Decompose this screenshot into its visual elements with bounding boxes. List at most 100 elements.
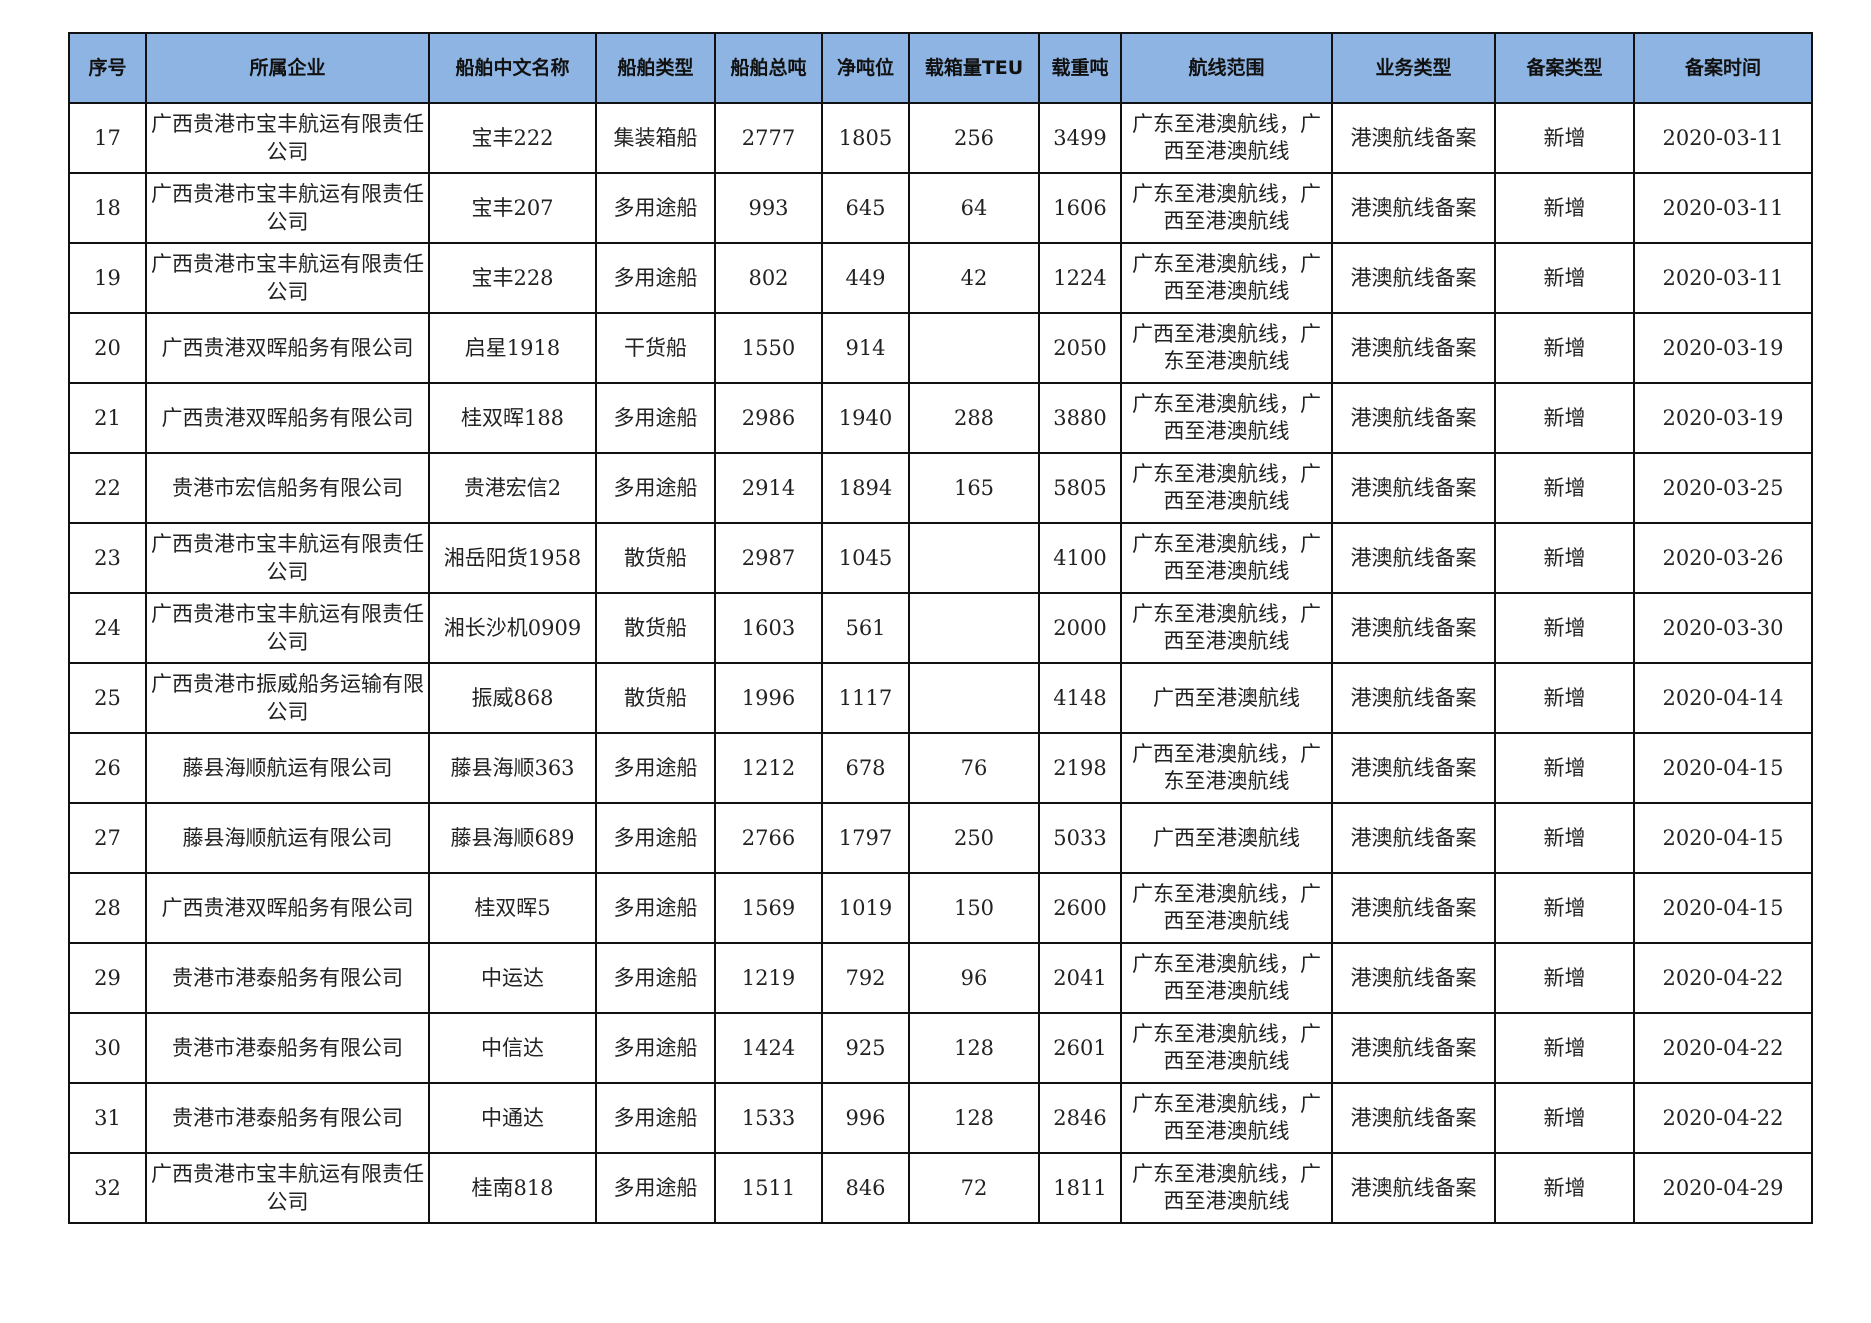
cell-company: 藤县海顺航运有限公司: [145, 732, 430, 804]
cell-business-type: 港澳航线备案: [1331, 872, 1496, 944]
cell-ship-name: 宝丰228: [428, 242, 597, 314]
cell-route: 广东至港澳航线，广西至港澳航线: [1120, 872, 1333, 944]
cell-deadweight: 3499: [1038, 102, 1122, 174]
cell-seq: 31: [68, 1082, 147, 1154]
cell-seq: 20: [68, 312, 147, 384]
cell-deadweight: 5805: [1038, 452, 1122, 524]
cell-net-tonnage: 1894: [821, 452, 910, 524]
cell-seq: 22: [68, 452, 147, 524]
cell-ship-type: 多用途船: [595, 732, 716, 804]
cell-filing-type: 新增: [1494, 662, 1635, 734]
cell-deadweight: 1224: [1038, 242, 1122, 314]
cell-net-tonnage: 792: [821, 942, 910, 1014]
cell-gross-tonnage: 1219: [714, 942, 823, 1014]
table-row: 24 广西贵港市宝丰航运有限责任公司 湘长沙机0909 散货船 1603 561 2000 广…: [68, 592, 1813, 664]
cell-gross-tonnage: 1996: [714, 662, 823, 734]
cell-net-tonnage: 645: [821, 172, 910, 244]
cell-ship-name: 桂双晖188: [428, 382, 597, 454]
cell-filing-type: 新增: [1494, 1082, 1635, 1154]
cell-ship-type: 散货船: [595, 662, 716, 734]
cell-company: 贵港市港泰船务有限公司: [145, 1082, 430, 1154]
cell-business-type: 港澳航线备案: [1331, 452, 1496, 524]
cell-filing-type: 新增: [1494, 732, 1635, 804]
cell-route: 广西至港澳航线，广东至港澳航线: [1120, 732, 1333, 804]
cell-teu: 256: [908, 102, 1040, 174]
table-row: 23 广西贵港市宝丰航运有限责任公司 湘岳阳货1958 散货船 2987 1045 4100…: [68, 522, 1813, 594]
cell-route: 广东至港澳航线，广西至港澳航线: [1120, 592, 1333, 664]
cell-gross-tonnage: 2914: [714, 452, 823, 524]
header-company: 所属企业: [145, 32, 430, 104]
cell-ship-name: 贵港宏信2: [428, 452, 597, 524]
cell-deadweight: 4100: [1038, 522, 1122, 594]
cell-route: 广东至港澳航线，广西至港澳航线: [1120, 1082, 1333, 1154]
cell-company: 广西贵港市宝丰航运有限责任公司: [145, 242, 430, 314]
cell-gross-tonnage: 2777: [714, 102, 823, 174]
cell-filing-date: 2020-03-11: [1633, 102, 1813, 174]
cell-teu: 150: [908, 872, 1040, 944]
table-row: 28 广西贵港双晖船务有限公司 桂双晖5 多用途船 1569 1019 150 2600 广东至…: [68, 872, 1813, 944]
cell-net-tonnage: 1940: [821, 382, 910, 454]
cell-deadweight: 2601: [1038, 1012, 1122, 1084]
cell-filing-type: 新增: [1494, 312, 1635, 384]
cell-ship-type: 散货船: [595, 522, 716, 594]
header-gross-tonnage: 船舶总吨: [714, 32, 823, 104]
cell-route: 广东至港澳航线，广西至港澳航线: [1120, 452, 1333, 524]
cell-filing-date: 2020-04-22: [1633, 942, 1813, 1014]
cell-gross-tonnage: 1569: [714, 872, 823, 944]
cell-business-type: 港澳航线备案: [1331, 802, 1496, 874]
cell-teu: [908, 592, 1040, 664]
cell-teu: [908, 312, 1040, 384]
header-deadweight: 载重吨: [1038, 32, 1122, 104]
cell-deadweight: 2000: [1038, 592, 1122, 664]
cell-seq: 23: [68, 522, 147, 594]
cell-deadweight: 5033: [1038, 802, 1122, 874]
cell-ship-type: 多用途船: [595, 242, 716, 314]
cell-teu: 64: [908, 172, 1040, 244]
cell-gross-tonnage: 1603: [714, 592, 823, 664]
cell-teu: 76: [908, 732, 1040, 804]
cell-company: 广西贵港市宝丰航运有限责任公司: [145, 592, 430, 664]
cell-net-tonnage: 1045: [821, 522, 910, 594]
cell-filing-type: 新增: [1494, 942, 1635, 1014]
cell-company: 广西贵港市振威船务运输有限公司: [145, 662, 430, 734]
cell-seq: 26: [68, 732, 147, 804]
table-row: 29 贵港市港泰船务有限公司 中运达 多用途船 1219 792 96 2041 广东至港澳航线…: [68, 942, 1813, 1014]
cell-filing-type: 新增: [1494, 382, 1635, 454]
header-route: 航线范围: [1120, 32, 1333, 104]
cell-seq: 17: [68, 102, 147, 174]
cell-company: 广西贵港双晖船务有限公司: [145, 312, 430, 384]
cell-deadweight: 2600: [1038, 872, 1122, 944]
cell-company: 广西贵港市宝丰航运有限责任公司: [145, 522, 430, 594]
cell-business-type: 港澳航线备案: [1331, 522, 1496, 594]
cell-filing-date: 2020-04-22: [1633, 1012, 1813, 1084]
cell-ship-name: 中信达: [428, 1012, 597, 1084]
cell-business-type: 港澳航线备案: [1331, 1152, 1496, 1224]
cell-net-tonnage: 1117: [821, 662, 910, 734]
cell-deadweight: 4148: [1038, 662, 1122, 734]
cell-filing-type: 新增: [1494, 172, 1635, 244]
table-row: 21 广西贵港双晖船务有限公司 桂双晖188 多用途船 2986 1940 288 3880 广…: [68, 382, 1813, 454]
cell-gross-tonnage: 1424: [714, 1012, 823, 1084]
cell-teu: 165: [908, 452, 1040, 524]
cell-seq: 19: [68, 242, 147, 314]
table-header-row: 序号 所属企业 船舶中文名称 船舶类型 船舶总吨 净吨位 载箱量TEU 载重吨 航线范围 业务类型…: [68, 32, 1813, 104]
cell-route: 广西至港澳航线: [1120, 802, 1333, 874]
cell-deadweight: 2041: [1038, 942, 1122, 1014]
table-row: 19 广西贵港市宝丰航运有限责任公司 宝丰228 多用途船 802 449 42 1224 广东…: [68, 242, 1813, 314]
cell-ship-type: 多用途船: [595, 942, 716, 1014]
cell-ship-type: 散货船: [595, 592, 716, 664]
cell-seq: 18: [68, 172, 147, 244]
cell-filing-type: 新增: [1494, 102, 1635, 174]
cell-company: 广西贵港市宝丰航运有限责任公司: [145, 172, 430, 244]
cell-ship-name: 振威868: [428, 662, 597, 734]
cell-route: 广东至港澳航线，广西至港澳航线: [1120, 102, 1333, 174]
cell-filing-type: 新增: [1494, 592, 1635, 664]
cell-net-tonnage: 925: [821, 1012, 910, 1084]
cell-filing-date: 2020-03-11: [1633, 242, 1813, 314]
cell-business-type: 港澳航线备案: [1331, 662, 1496, 734]
header-ship-name: 船舶中文名称: [428, 32, 597, 104]
cell-route: 广东至港澳航线，广西至港澳航线: [1120, 242, 1333, 314]
cell-seq: 27: [68, 802, 147, 874]
cell-company: 广西贵港市宝丰航运有限责任公司: [145, 102, 430, 174]
cell-seq: 30: [68, 1012, 147, 1084]
